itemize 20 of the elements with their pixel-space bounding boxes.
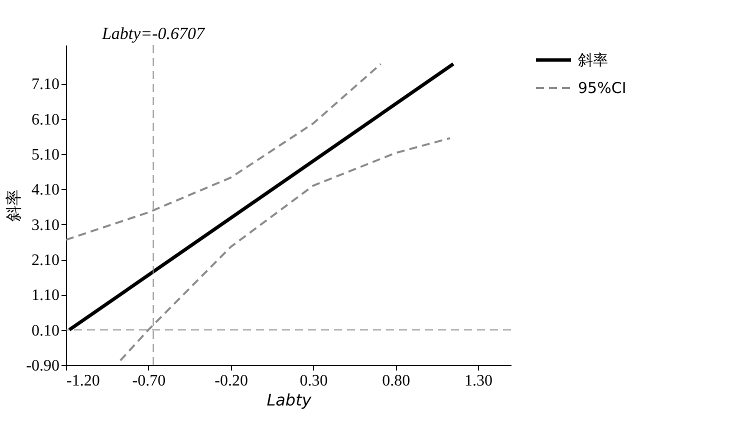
y-tick-label: 0.10 (32, 322, 60, 340)
y-axis-title: 斜率 (4, 190, 24, 222)
x-tick-label: 0.30 (300, 372, 328, 390)
x-tick-label: 0.80 (382, 372, 410, 390)
y-tick-label: 4.10 (32, 182, 60, 199)
y-tick-label: 2.10 (32, 252, 60, 270)
y-tick-label: 5.10 (32, 146, 60, 164)
x-tick-label: 1.30 (464, 372, 493, 390)
x-axis-title: Labty (266, 390, 312, 410)
y-tick-label: -0.90 (26, 358, 60, 374)
x-tick-label: -0.70 (132, 372, 166, 390)
y-tick-label: 1.10 (32, 287, 60, 304)
y-tick-label: 3.10 (32, 216, 60, 234)
y-tick-label: 7.10 (32, 76, 60, 94)
legend-label: 斜率 (578, 51, 608, 69)
x-tick-label: -1.20 (66, 372, 100, 390)
legend-label: 95%CI (578, 79, 626, 97)
y-tick-label: 6.10 (32, 111, 60, 128)
x-tick-label: -0.20 (214, 372, 248, 390)
ref-line-label: Labty=-0.6707 (100, 24, 206, 43)
